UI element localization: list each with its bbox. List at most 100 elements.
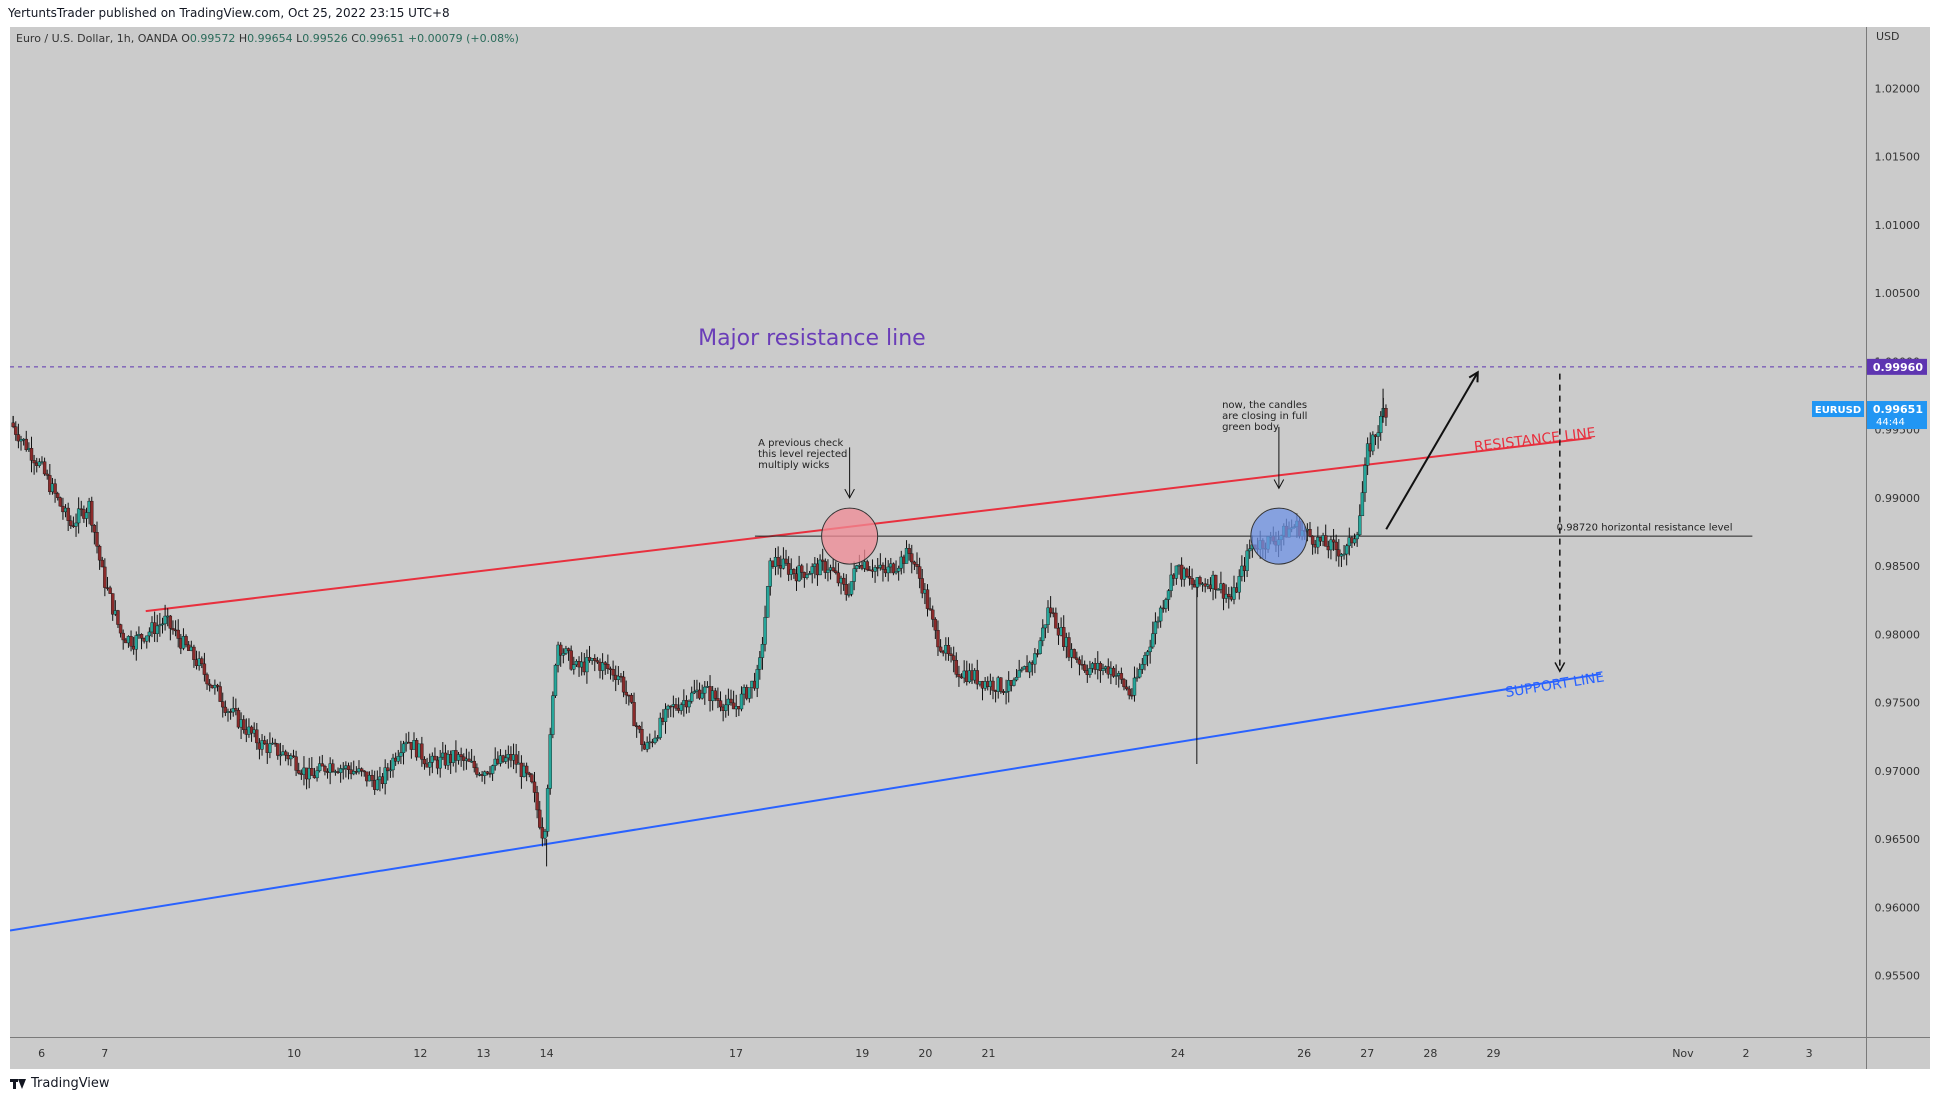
candle-body xyxy=(1174,565,1179,579)
candle-body xyxy=(331,763,335,772)
footer-brand[interactable]: TradingView xyxy=(10,1076,110,1091)
candle-body xyxy=(569,650,573,670)
candle-body xyxy=(936,630,940,648)
candle-body xyxy=(776,556,780,566)
candle-body xyxy=(1004,691,1008,693)
candle-body xyxy=(957,674,961,678)
candle-body xyxy=(1082,664,1087,671)
candle-body xyxy=(545,788,550,832)
time-tick-label: 24 xyxy=(1171,1047,1185,1060)
candle-body xyxy=(1062,627,1066,647)
candle-body xyxy=(396,756,400,762)
candle-body xyxy=(951,655,956,661)
candle-body xyxy=(841,577,846,585)
candle-body xyxy=(401,743,406,753)
candle-body xyxy=(158,624,162,627)
candle-body xyxy=(910,553,914,563)
candle-body xyxy=(718,700,723,708)
candle-body xyxy=(14,426,18,435)
candle-body xyxy=(595,660,600,663)
time-tick-label: 10 xyxy=(287,1047,301,1060)
chart-frame[interactable]: USD 0.95500 0.96000 0.96500 0.97000 0.97500 0.… xyxy=(10,27,1930,1069)
candle-body xyxy=(1077,659,1082,665)
candle-body xyxy=(640,729,644,745)
candle-body xyxy=(931,609,935,620)
candle-body xyxy=(524,765,529,774)
candle-body xyxy=(1098,663,1103,671)
candle-body xyxy=(134,635,138,650)
time-axis-background xyxy=(10,1038,1930,1069)
candle-body xyxy=(716,698,720,701)
candle-body xyxy=(485,771,490,774)
candle-body xyxy=(703,686,707,694)
candle-body xyxy=(268,743,272,753)
candle-body xyxy=(831,567,835,572)
candle-body xyxy=(566,648,571,651)
candle-body xyxy=(79,508,83,510)
price-chart[interactable]: USD 0.95500 0.96000 0.96500 0.97000 0.97500 0.… xyxy=(10,27,1930,1069)
candle-body xyxy=(553,664,558,696)
candle-body xyxy=(503,757,508,762)
candle-body xyxy=(873,567,877,572)
candle-body xyxy=(1316,537,1320,548)
candle-body xyxy=(1145,651,1150,656)
candle-body xyxy=(467,758,471,762)
candle-body xyxy=(532,781,537,793)
candle-body xyxy=(925,589,930,609)
candle-body xyxy=(399,752,403,757)
candle-body xyxy=(1337,549,1341,557)
candle-body xyxy=(786,563,791,575)
rejection-circle xyxy=(821,507,879,565)
candle-body xyxy=(975,670,979,685)
candle-body xyxy=(765,586,770,618)
candle-body xyxy=(323,765,327,772)
support-line xyxy=(10,672,1602,932)
price-tick-label: 0.98000 xyxy=(1875,628,1921,641)
candle-body xyxy=(362,770,366,773)
candle-body xyxy=(294,756,298,771)
candle-body xyxy=(370,775,374,781)
candle-body xyxy=(475,767,479,775)
candle-body xyxy=(1213,574,1218,590)
candle-body xyxy=(1164,599,1168,609)
candle-body xyxy=(297,770,301,774)
previous-check-note: A previous check xyxy=(758,438,843,449)
candle-body xyxy=(1119,673,1124,680)
candle-body xyxy=(276,743,280,756)
candle-body xyxy=(383,767,387,785)
candle-body xyxy=(108,587,112,594)
candle-body xyxy=(118,624,123,634)
candle-body xyxy=(160,623,165,626)
candle-body xyxy=(317,763,322,771)
candle-body xyxy=(139,634,144,639)
candle-body xyxy=(24,438,28,451)
candle-body xyxy=(1017,670,1021,678)
candle-body xyxy=(1135,676,1139,679)
candle-body xyxy=(747,687,752,699)
candle-body xyxy=(184,636,188,646)
candle-body xyxy=(1127,688,1131,696)
candle-body xyxy=(1038,640,1042,654)
candle-body xyxy=(991,680,995,691)
candle-body xyxy=(561,653,566,656)
candle-body xyxy=(886,566,890,574)
candle-body xyxy=(192,646,196,660)
candle-body xyxy=(797,565,801,582)
candle-body xyxy=(76,508,81,524)
candle-body xyxy=(949,653,953,656)
candle-body xyxy=(1101,668,1105,671)
candle-body xyxy=(820,559,825,562)
price-tick-label: 1.01000 xyxy=(1875,219,1921,232)
candle-body xyxy=(1054,612,1058,629)
candle-body xyxy=(928,608,932,611)
candle-body xyxy=(438,756,442,769)
candle-body xyxy=(739,693,744,710)
candle-body xyxy=(1237,576,1241,593)
candle-body xyxy=(1072,649,1076,659)
candle-body xyxy=(168,615,173,629)
closing-candles-note: now, the candles xyxy=(1222,400,1307,411)
legend-part: O xyxy=(181,32,190,45)
candle-body xyxy=(1035,653,1040,655)
candle-body xyxy=(1240,565,1244,577)
candle-body xyxy=(338,768,343,773)
